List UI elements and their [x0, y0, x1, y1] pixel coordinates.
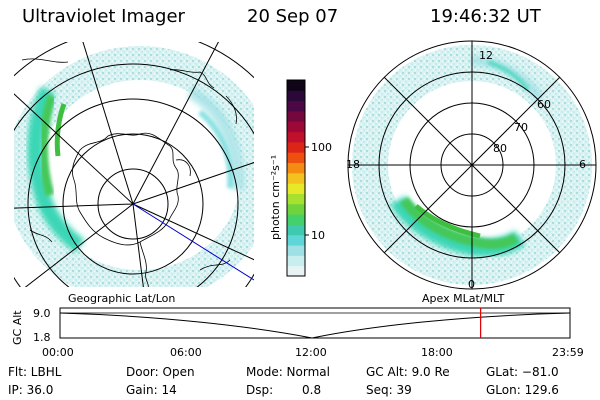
latitude-circles — [14, 42, 254, 287]
gc-alt-status: GC Alt: 9.0 Re — [366, 365, 450, 379]
apex-polar-plot: 12 18 6 0 60 70 80 — [346, 40, 597, 291]
time-tick-1200: 12:00 — [295, 346, 327, 359]
altitude-axis-label: GC Alt — [11, 310, 24, 345]
colorbar-cell — [287, 141, 305, 153]
altitude-plot-frame — [59, 307, 571, 339]
colorbar-cell — [287, 193, 305, 205]
geographic-projection-label: Geographic Lat/Lon — [68, 292, 175, 305]
dsp-label: Dsp: — [246, 383, 273, 397]
mlt-label-12: 12 — [479, 49, 493, 62]
date-label: 20 Sep 07 — [247, 6, 339, 27]
gain-status: Gain: 14 — [126, 383, 177, 397]
flt-status: Flt: LBHL — [8, 365, 62, 379]
colorbar-cell — [287, 162, 305, 174]
altitude-tick-1-8: 1.8 — [33, 331, 51, 344]
mlt-label-18: 18 — [346, 158, 360, 171]
colorbar-cell — [287, 110, 305, 122]
time-tick-0000: 00:00 — [42, 346, 74, 359]
mlt-label-6: 6 — [579, 158, 586, 171]
colorbar-cell — [287, 183, 305, 194]
colorbar-label-100: 100 — [311, 141, 332, 154]
colorbar-cell — [287, 265, 305, 277]
colorbar-cell — [287, 203, 305, 215]
apex-projection-label: Apex MLat/MLT — [422, 292, 505, 305]
app-title: Ultraviolet Imager — [22, 6, 185, 27]
seq-status: Seq: 39 — [366, 383, 412, 397]
colorbar-cell — [287, 234, 305, 246]
status-footer: Flt: LBHL IP: 36.0 Door: Open Gain: 14 M… — [8, 365, 559, 397]
dsp-value: 0.8 — [302, 383, 321, 397]
time-label: 19:46:32 UT — [430, 6, 541, 27]
altitude-tick-9: 9.0 — [33, 307, 51, 320]
altitude-plot: GC Alt 9.0 1.8 00:00 06:00 12:00 18:00 2… — [11, 307, 584, 359]
colorbar-label-10: 10 — [311, 229, 325, 242]
colorbar-cell — [287, 172, 305, 184]
geographic-map — [14, 42, 254, 287]
mlat-label-80: 80 — [493, 142, 507, 155]
terminator-line — [132, 203, 254, 281]
colorbar-cell — [287, 214, 305, 225]
mlt-meridians — [348, 41, 596, 289]
colorbar-cell — [287, 100, 305, 112]
mlat-label-60: 60 — [537, 98, 551, 111]
colorbar-cell — [287, 90, 305, 102]
colorbar-cell — [287, 245, 305, 256]
glon-status: GLon: 129.6 — [486, 383, 559, 397]
aurora-emission-left — [14, 46, 254, 287]
door-status: Door: Open — [126, 365, 195, 379]
time-tick-1800: 18:00 — [421, 346, 453, 359]
glat-status: GLat: −81.0 — [486, 365, 559, 379]
mlt-label-0: 0 — [468, 278, 475, 291]
colorbar-cell — [287, 152, 305, 164]
colorbar-cell — [287, 121, 305, 133]
mlat-label-70: 70 — [514, 121, 528, 134]
coastlines — [21, 58, 237, 287]
altitude-curve — [59, 312, 571, 339]
colorbar-cell — [287, 131, 305, 143]
meridians — [14, 42, 254, 287]
colorbar-cell — [287, 80, 305, 91]
time-tick-2359: 23:59 — [552, 346, 584, 359]
mode-status: Mode: Normal — [246, 365, 330, 379]
ip-status: IP: 36.0 — [8, 383, 53, 397]
intensity-colorbar: 100 10 photon cm⁻²s⁻¹ — [269, 79, 332, 277]
time-tick-0600: 06:00 — [170, 346, 202, 359]
colorbar-cell — [287, 255, 305, 267]
colorbar-cell — [287, 224, 305, 236]
colorbar-unit-label: photon cm⁻²s⁻¹ — [269, 155, 282, 240]
